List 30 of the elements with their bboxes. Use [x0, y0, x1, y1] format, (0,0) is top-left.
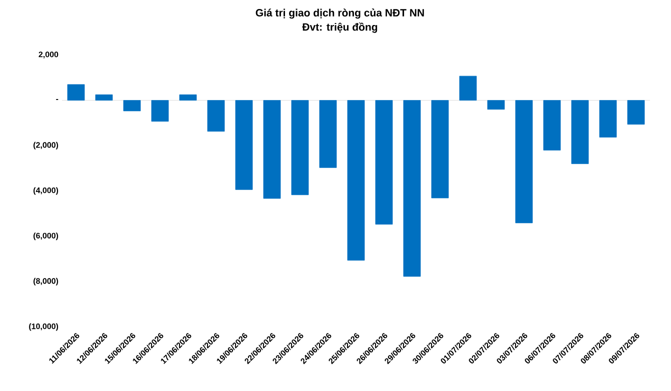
bar — [263, 100, 281, 199]
bar — [151, 100, 169, 122]
bar — [627, 100, 645, 125]
bar — [487, 100, 505, 110]
bar — [599, 100, 617, 138]
bar — [459, 76, 477, 101]
bar — [291, 100, 309, 196]
chart-subtitle: Đvt: triệu đồng — [302, 22, 378, 33]
bar — [347, 100, 365, 261]
bar — [375, 100, 393, 225]
y-tick-label: (8,000) — [34, 278, 58, 286]
chart-title: Giá trị giao dịch ròng của NĐT NN — [256, 8, 424, 19]
bar — [207, 100, 225, 132]
bar — [95, 94, 113, 101]
bar — [571, 100, 589, 164]
y-tick-label: (2,000) — [34, 142, 58, 150]
bar — [235, 100, 253, 190]
bar — [431, 100, 449, 198]
y-tick-label: - — [56, 99, 58, 100]
y-tick-label: 2,000 — [38, 52, 58, 58]
bar — [179, 94, 197, 101]
bar — [67, 84, 85, 101]
bar — [123, 100, 141, 112]
y-tick-label: (6,000) — [34, 232, 58, 240]
bar — [403, 100, 421, 277]
y-tick-label: (4,000) — [34, 187, 58, 195]
y-tick-label: (10,000) — [29, 323, 58, 331]
bar — [543, 100, 561, 150]
bar — [515, 100, 533, 224]
bar — [319, 100, 337, 168]
